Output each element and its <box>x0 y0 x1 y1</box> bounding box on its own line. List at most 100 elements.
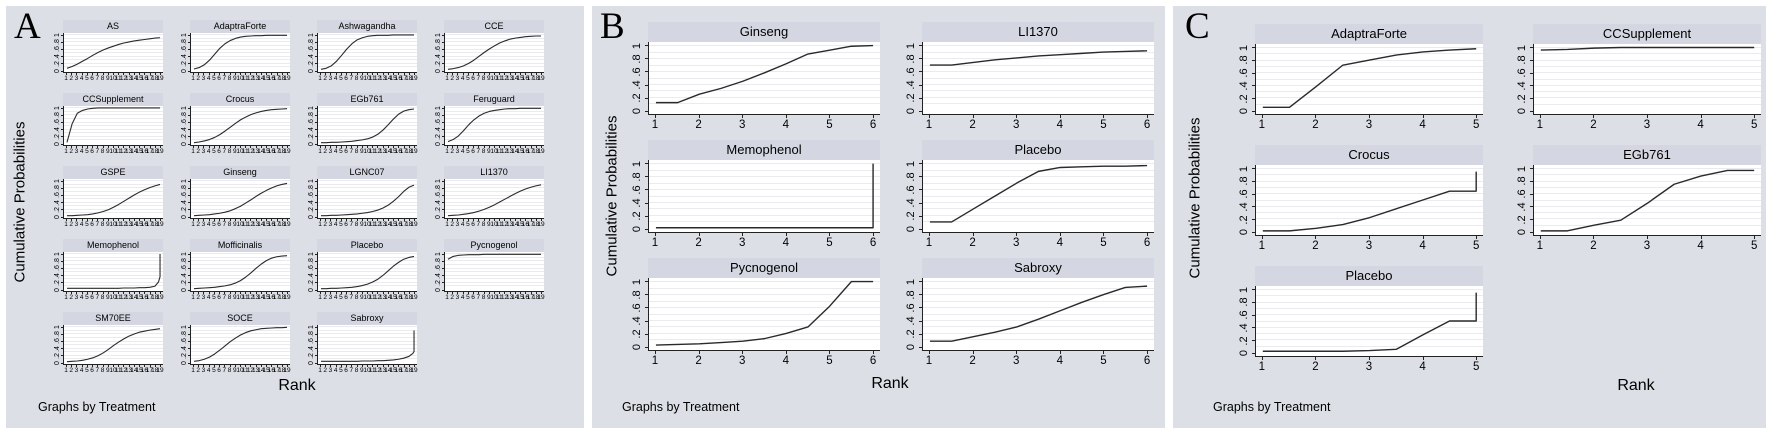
y-tick-mark <box>442 41 444 43</box>
x-tick-label: 3 <box>1012 237 1020 249</box>
gridline <box>191 271 290 272</box>
x-tick-label: 5 <box>466 221 470 228</box>
x-tick-mark <box>234 146 236 148</box>
x-tick-mark <box>330 146 332 148</box>
y-tick-label: 0 <box>307 69 315 73</box>
x-tick-mark <box>250 219 252 221</box>
subplot-ginseng: Ginseng 0.2.4.6.8 1 1 2 3 4 5 6 <box>626 22 880 132</box>
gridline <box>64 198 163 199</box>
x-tick-mark <box>123 73 125 75</box>
y-tick-mark <box>188 114 190 116</box>
y-tick-mark <box>442 143 444 145</box>
x-tick-mark <box>541 219 542 221</box>
y-tick-mark <box>442 136 444 138</box>
gridline <box>923 281 1154 283</box>
gridline <box>923 307 1154 309</box>
x-tick-mark <box>1476 357 1478 360</box>
gridline <box>318 139 417 141</box>
subplot-title: Placebo <box>922 140 1154 160</box>
x-tick-mark <box>102 219 104 221</box>
x-tick-mark <box>447 292 448 294</box>
y-tick-mark <box>188 209 190 211</box>
y-tick-label: 1 <box>53 106 61 110</box>
gridline <box>1534 91 1761 93</box>
x-tick-label: 6 <box>344 148 348 155</box>
x-tick-mark <box>154 219 156 221</box>
x-tick-mark <box>654 115 656 118</box>
y-tick-mark <box>61 194 63 196</box>
y-tick-mark <box>919 97 922 99</box>
x-tick-label: 10 <box>109 221 117 228</box>
x-tick-label: 15 <box>389 221 397 228</box>
x-tick-label: 16 <box>521 294 529 301</box>
gridline <box>1256 339 1483 341</box>
y-tick-mark <box>442 216 444 218</box>
y-tick-mark <box>645 71 648 73</box>
y-tick-mark <box>61 253 63 255</box>
gridline <box>191 110 290 112</box>
gridline <box>1534 193 1761 195</box>
x-tick-label: 7 <box>349 294 354 301</box>
gridline <box>1256 205 1483 207</box>
x-tick-mark <box>139 292 141 294</box>
x-tick-label: 13 <box>506 75 514 82</box>
subplot-grid: AS 0.2.4.6.8 1 1 2 3 4 5 6 7 8 9 10 11 12 13 14 15 16 17 18 1… <box>50 20 545 374</box>
x-tick-mark <box>372 365 374 367</box>
x-tick-label: 12 <box>246 367 255 374</box>
x-tick-label: 5 <box>1472 361 1480 373</box>
y-tick-label: .4 <box>434 272 442 279</box>
x-tick-mark <box>873 351 875 354</box>
y-tick-label: .2 <box>631 211 643 221</box>
x-tick-mark <box>123 365 125 367</box>
x-tick-label: 3 <box>1012 355 1020 367</box>
x-tick-mark <box>245 219 247 221</box>
y-tick-label: .4 <box>434 199 442 206</box>
gridline <box>1534 65 1761 67</box>
x-tick-mark <box>467 292 469 294</box>
x-tick-label: 14 <box>130 294 138 301</box>
curve-canvas <box>649 278 880 350</box>
y-tick-mark <box>645 320 648 322</box>
y-tick-mark <box>315 202 317 204</box>
gridline <box>923 294 1154 296</box>
y-tick-label: 1 <box>53 252 61 256</box>
x-tick-label: 9 <box>232 294 237 301</box>
gridline <box>318 281 417 283</box>
panel-a: A Cumulative Probabilities AS 0.2.4.6.8 1 1… <box>6 6 584 428</box>
y-tick-mark <box>188 187 190 189</box>
x-tick-mark <box>372 146 374 148</box>
x-tick-label: 8 <box>227 294 232 301</box>
gridline <box>64 62 163 64</box>
gridline <box>64 41 163 43</box>
x-tick-mark <box>255 146 257 148</box>
x-tick-mark <box>76 365 78 367</box>
x-tick-label: 3 <box>1012 119 1020 131</box>
x-tick-mark <box>81 292 83 294</box>
y-axis-ticks: 0.2.4.6.8 1 <box>626 42 648 115</box>
y-tick-label: 0 <box>631 226 643 233</box>
x-tick-mark <box>325 73 327 75</box>
x-tick-mark <box>829 115 831 118</box>
gridline <box>649 319 880 321</box>
y-tick-mark <box>1252 59 1255 61</box>
gridline <box>318 190 417 192</box>
x-axis-ticks: 1 2 3 4 5 6 7 8 9 10 11 12 13 14 15 16 17 18 19 <box>444 146 545 155</box>
x-tick-mark <box>340 146 342 148</box>
x-tick-mark <box>1369 357 1370 360</box>
y-tick-mark <box>1252 219 1255 221</box>
y-tick-label: .6 <box>434 192 442 199</box>
y-tick-label: .8 <box>307 39 315 46</box>
x-tick-label: 6 <box>217 148 221 155</box>
gridline <box>64 114 163 116</box>
x-tick-label: 10 <box>109 148 117 155</box>
x-tick-mark <box>287 146 288 148</box>
y-tick-label: .6 <box>180 265 188 272</box>
y-axis-ticks: 0.2.4.6.8 1 <box>1233 286 1255 357</box>
x-tick-mark <box>240 146 241 148</box>
y-tick-label: 1 <box>180 106 188 110</box>
y-tick-label: .6 <box>434 119 442 126</box>
y-tick-mark <box>315 216 317 218</box>
y-tick-mark <box>919 215 922 217</box>
x-tick-label: 19 <box>410 367 418 374</box>
gridline <box>64 201 163 203</box>
